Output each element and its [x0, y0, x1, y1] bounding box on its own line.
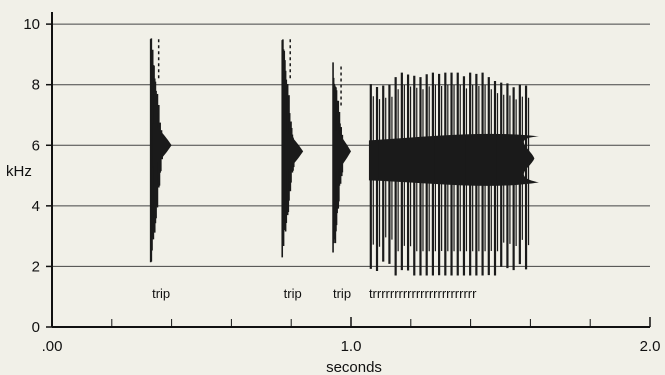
- y-tick-label: 2: [32, 258, 40, 275]
- call-trace: [281, 39, 304, 258]
- y-axis-label: kHz: [6, 163, 32, 180]
- x-tick-label: .00: [42, 338, 63, 355]
- call-trace: [149, 38, 172, 263]
- x-axis-label: seconds: [326, 359, 382, 375]
- event-labels: trip trip trip trrrrrrrrrrrrrrrrrrrrrrrr: [152, 286, 477, 301]
- y-tick-label: 10: [23, 16, 40, 33]
- call-blob: [335, 129, 351, 174]
- x-tick-label: 1.0: [341, 338, 362, 355]
- trill-trace: [368, 72, 539, 276]
- event-label: trip: [152, 286, 170, 301]
- y-tick-labels: 0 2 4 6 8 10: [23, 16, 40, 336]
- x-tick-label: 2.0: [640, 338, 661, 355]
- event-label: trip: [284, 286, 302, 301]
- spectrogram-marks: [149, 38, 539, 276]
- x-tick-labels: .00 1.0 2.0: [42, 338, 661, 355]
- y-tick-label: 6: [32, 137, 40, 154]
- y-tick-label: 0: [32, 319, 40, 336]
- event-label: trrrrrrrrrrrrrrrrrrrrrrrr: [369, 286, 477, 301]
- gridlines: [52, 23, 650, 267]
- call-trace: [332, 62, 351, 253]
- y-tick-label: 4: [32, 198, 40, 215]
- call-blob: [284, 129, 304, 174]
- event-label: trip: [333, 286, 351, 301]
- y-tick-label: 8: [32, 77, 40, 94]
- axes: [46, 12, 651, 328]
- call-blob: [152, 123, 172, 168]
